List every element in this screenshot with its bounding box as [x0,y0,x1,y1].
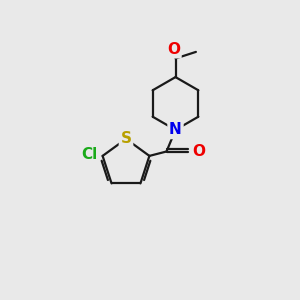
Text: S: S [121,131,131,146]
Text: O: O [192,144,205,159]
Text: N: N [169,122,182,137]
Text: O: O [167,42,181,57]
Text: Cl: Cl [81,147,97,162]
